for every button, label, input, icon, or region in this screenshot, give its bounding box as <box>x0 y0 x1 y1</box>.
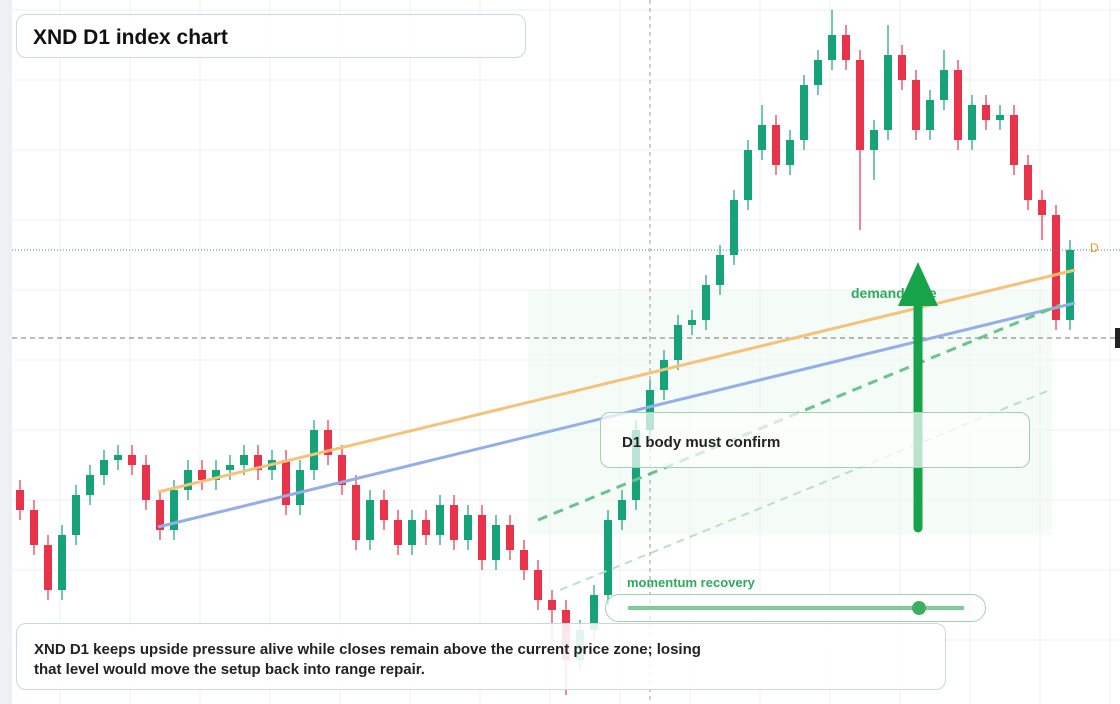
candle-body <box>282 460 290 505</box>
candle-body <box>212 470 220 480</box>
candle-body <box>310 430 318 470</box>
candle-body <box>688 320 696 325</box>
candle-body <box>702 285 710 320</box>
note-box: XND D1 keeps upside pressure alive while… <box>16 623 946 690</box>
candle-body <box>674 325 682 360</box>
candle-body <box>72 495 80 535</box>
candle-body <box>856 60 864 150</box>
candle-body <box>394 520 402 545</box>
candle-body <box>730 200 738 255</box>
crosshair-tag <box>1115 328 1120 348</box>
candle-body <box>912 80 920 130</box>
candle-body <box>58 535 66 590</box>
side-strip <box>0 0 12 704</box>
candle-body <box>380 500 388 520</box>
candle-body <box>142 465 150 500</box>
candle-body <box>352 485 360 540</box>
candle-body <box>996 115 1004 120</box>
momentum-label: momentum recovery <box>627 575 755 590</box>
arrow-head <box>898 262 938 306</box>
candle-body <box>520 550 528 570</box>
candle-body <box>870 130 878 150</box>
confirm-box: D1 body must confirm <box>600 412 1030 468</box>
candle-body <box>926 100 934 130</box>
candle-body <box>464 515 472 540</box>
candle-body <box>744 150 752 200</box>
candle-body <box>422 520 430 535</box>
candle-body <box>450 505 458 540</box>
candle-body <box>184 470 192 490</box>
candle-body <box>100 460 108 475</box>
candle-body <box>828 35 836 60</box>
candle-body <box>1010 115 1018 165</box>
candle-body <box>1038 200 1046 215</box>
candle-body <box>842 35 850 60</box>
candle-body <box>534 570 542 600</box>
candle-body <box>128 455 136 465</box>
candle-body <box>492 525 500 560</box>
candle-body <box>324 430 332 455</box>
note: XND D1 keeps upside pressure alive while… <box>34 641 701 678</box>
candle-body <box>968 105 976 140</box>
candle-body <box>1052 215 1060 320</box>
candle-body <box>618 500 626 520</box>
candle-body <box>156 500 164 530</box>
candle-body <box>604 520 612 595</box>
confirm-label: D1 body must confirm <box>622 434 781 451</box>
candle-body <box>254 455 262 470</box>
candle-body <box>296 470 304 505</box>
candle-body <box>226 465 234 470</box>
candle-body <box>940 70 948 100</box>
candle-body <box>338 455 346 485</box>
candle-body <box>478 515 486 560</box>
projection-dashed <box>537 303 1061 522</box>
candle-body <box>436 505 444 535</box>
candle-body <box>408 520 416 545</box>
candle-body <box>170 490 178 530</box>
candles <box>16 10 1074 695</box>
candle-body <box>772 125 780 165</box>
candle-body <box>198 470 206 480</box>
candle-body <box>716 255 724 285</box>
slider-knob[interactable] <box>912 601 926 615</box>
candle-body <box>548 600 556 610</box>
candle-body <box>1024 165 1032 200</box>
candle-body <box>646 390 654 430</box>
title-box: XND D1 index chart <box>16 14 526 58</box>
slider-track <box>628 606 964 610</box>
candle-body <box>86 475 94 495</box>
candle-body <box>240 455 248 465</box>
candle-body <box>898 55 906 80</box>
candle-body <box>884 55 892 130</box>
candle-body <box>786 140 794 165</box>
candle-body <box>758 125 766 150</box>
candle-body <box>506 525 514 550</box>
candle-body <box>366 500 374 540</box>
candle-body <box>590 595 598 630</box>
candle-body <box>16 490 24 510</box>
candle-body <box>114 455 122 460</box>
candle-body <box>954 70 962 140</box>
candle-body <box>30 510 38 545</box>
candle-body <box>800 85 808 140</box>
candle-body <box>44 545 52 590</box>
momentum-slider[interactable] <box>605 594 986 622</box>
chart-title: XND D1 index chart <box>33 26 228 49</box>
candle-body <box>814 60 822 85</box>
candle-body <box>660 360 668 390</box>
candle-body <box>1066 250 1074 320</box>
last-label: D <box>1090 241 1099 255</box>
candle-body <box>982 105 990 120</box>
